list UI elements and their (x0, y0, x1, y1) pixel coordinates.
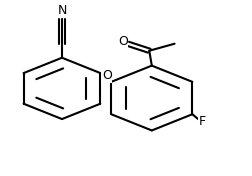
Text: N: N (57, 4, 67, 17)
Text: F: F (198, 115, 205, 128)
Text: O: O (102, 69, 111, 82)
Text: O: O (117, 36, 127, 48)
